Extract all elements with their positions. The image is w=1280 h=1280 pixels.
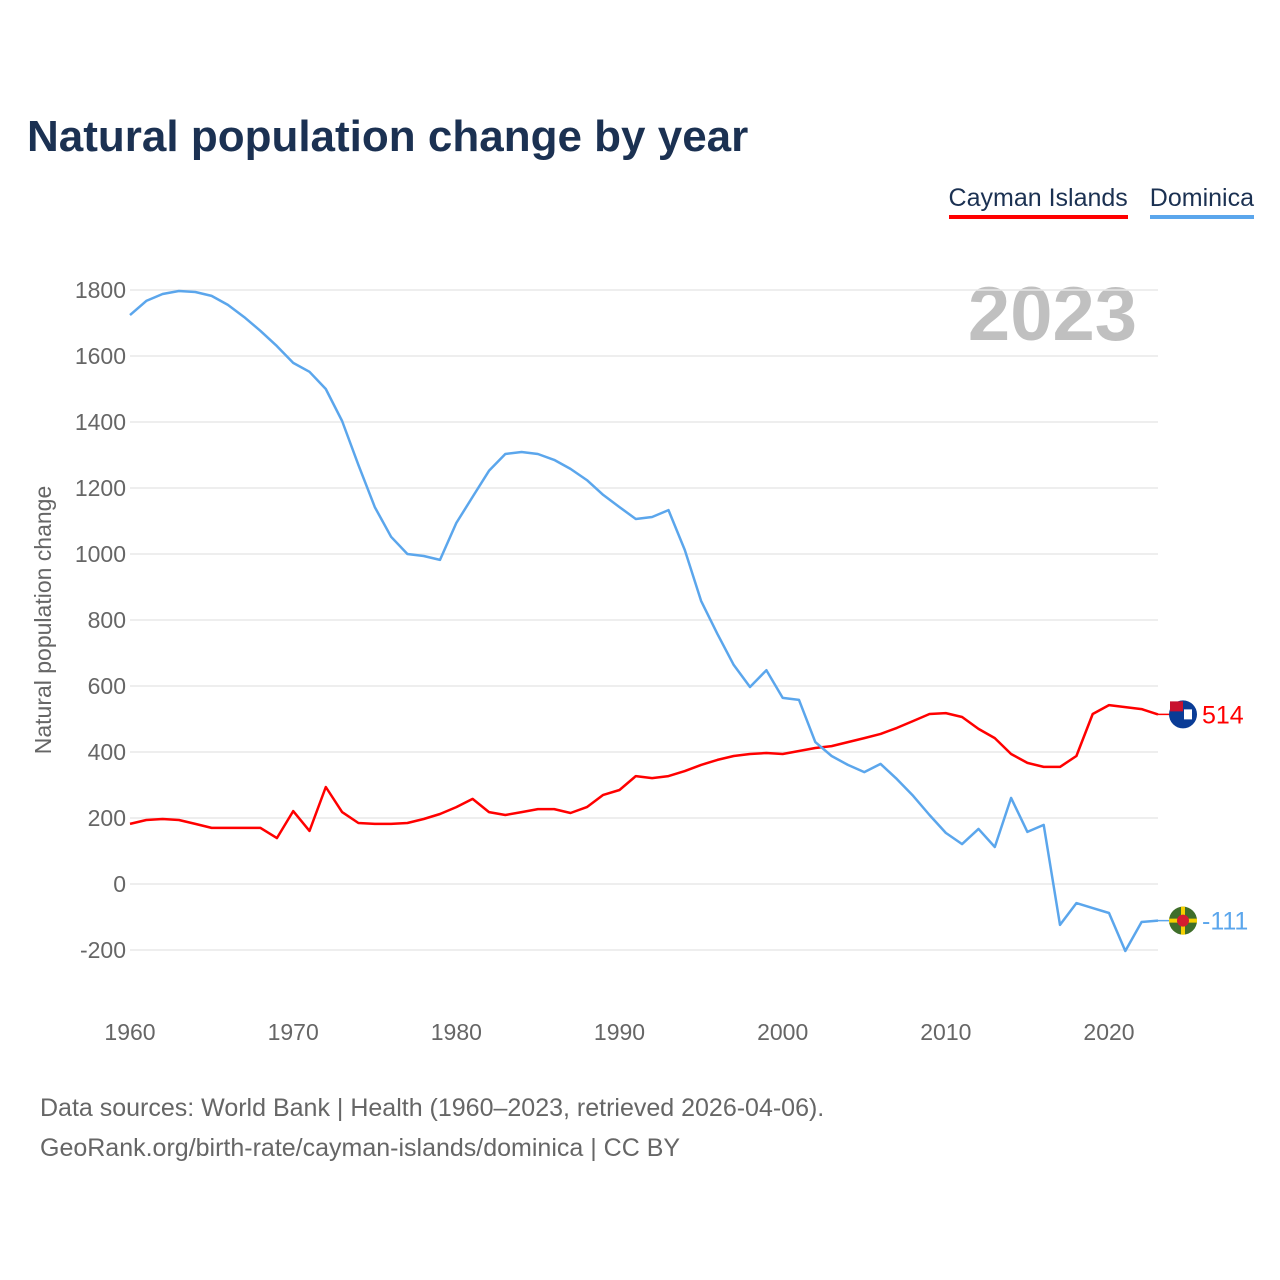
y-tick-label: 0 [113, 871, 126, 897]
series-line-dominica [129, 289, 1159, 953]
x-tick-label: 2020 [1083, 1019, 1134, 1045]
x-tick-label: 2000 [757, 1019, 808, 1045]
chart-title: Natural population change by year [27, 112, 749, 161]
cayman-flag-union [1170, 701, 1183, 712]
dominica-flag-disc [1177, 914, 1189, 927]
y-axis-label: Natural population change [30, 486, 56, 755]
x-tick-label: 1980 [431, 1019, 482, 1045]
y-tick-label: 400 [88, 739, 126, 765]
x-tick-label: 1990 [594, 1019, 645, 1045]
series-line-cayman-islands [129, 703, 1159, 840]
year-overlay: 2023 [968, 272, 1137, 357]
source-line-1: Data sources: World Bank | Health (1960–… [40, 1094, 825, 1122]
x-tick-label: 1970 [268, 1019, 319, 1045]
end-value-label: -111 [1202, 908, 1248, 936]
end-value-label: 514 [1202, 701, 1244, 729]
y-tick-label: 1400 [75, 409, 126, 435]
legend: Cayman Islands Dominica [948, 184, 1254, 219]
y-tick-label: 1600 [75, 343, 126, 369]
y-tick-label: 1000 [75, 541, 126, 567]
y-tick-label: 1200 [75, 475, 126, 501]
y-tick-label: 600 [88, 673, 126, 699]
legend-cayman-islands[interactable]: Cayman Islands [948, 184, 1128, 219]
y-tick-label: -200 [80, 937, 126, 963]
legend-dominica[interactable]: Dominica [1149, 184, 1254, 219]
cayman-flag-shield [1184, 709, 1192, 720]
source-note: Data sources: World Bank | Health (1960–… [40, 1088, 824, 1168]
y-tick-label: 800 [88, 607, 126, 633]
x-tick-label: 2010 [920, 1019, 971, 1045]
y-tick-label: 1800 [75, 277, 126, 303]
source-line-2[interactable]: GeoRank.org/birth-rate/cayman-islands/do… [40, 1134, 681, 1162]
x-tick-label: 1960 [104, 1019, 155, 1045]
y-tick-label: 200 [88, 805, 126, 831]
